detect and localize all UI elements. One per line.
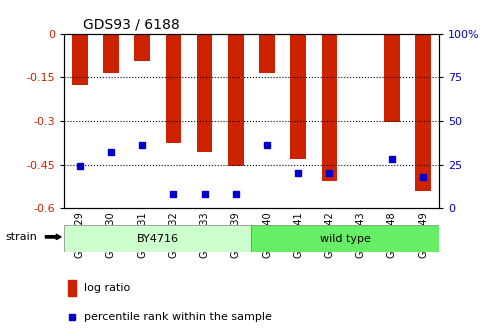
Text: wild type: wild type	[319, 234, 371, 244]
Bar	[290, 34, 306, 159]
Bar	[64, 225, 251, 252]
Text: log ratio: log ratio	[84, 283, 130, 293]
Bar	[197, 34, 212, 152]
Text: GDS93 / 6188: GDS93 / 6188	[83, 17, 179, 31]
Bar	[134, 34, 150, 61]
Bar	[259, 34, 275, 73]
Bar	[384, 34, 400, 122]
Bar	[251, 225, 439, 252]
Text: percentile rank within the sample: percentile rank within the sample	[84, 312, 272, 322]
Bar	[166, 34, 181, 143]
Text: strain: strain	[5, 232, 37, 242]
Bar	[415, 34, 431, 191]
Bar	[321, 34, 337, 181]
Bar	[228, 34, 244, 166]
Bar	[68, 280, 76, 296]
Text: BY4716: BY4716	[137, 234, 179, 244]
Bar	[103, 34, 119, 73]
Bar	[72, 34, 88, 85]
